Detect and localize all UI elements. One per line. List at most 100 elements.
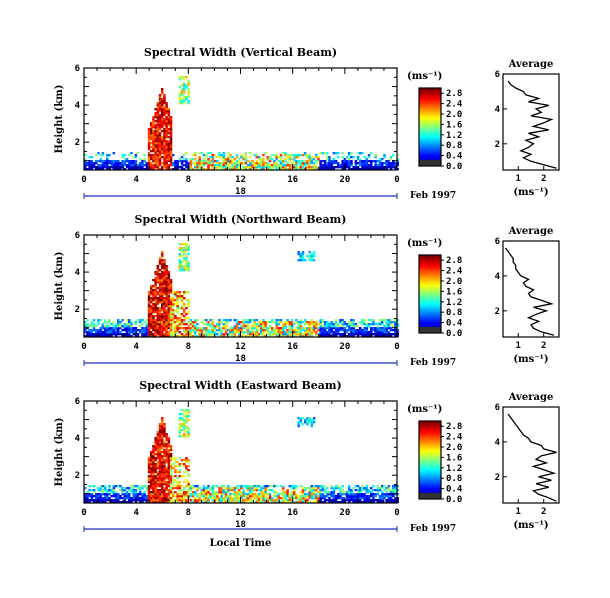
y-ticks [84, 67, 397, 162]
x-ticks [83, 68, 398, 170]
colorbar-segment [419, 430, 441, 434]
average-profile-line [507, 80, 557, 169]
y-ticks [84, 234, 397, 329]
colorbar-segment [419, 452, 441, 455]
heatmap-cells [84, 243, 399, 338]
average-panel: Average 2 4 6 1 2 (ms⁻¹) [495, 392, 560, 531]
x-tick-label: 20 [339, 342, 350, 352]
average-x-label: (ms⁻¹) [513, 520, 548, 531]
colorbar-segment [419, 95, 441, 99]
colorbar-frame [418, 420, 442, 500]
colorbar-tick-label: 0.0 [446, 329, 462, 339]
colorbar-tick-label: 1.6 [446, 287, 462, 297]
colorbar-unit: (ms⁻¹) [407, 71, 442, 82]
colorbar-segment [419, 491, 441, 494]
colorbar-segment [419, 311, 441, 314]
colorbar-segment [419, 266, 441, 270]
average-y-tick-label: 2 [495, 473, 500, 483]
colorbar-segment [419, 325, 441, 328]
colorbar-segment [419, 132, 441, 136]
colorbar: (ms⁻¹) 0.00.40.81.21.62.02.42.8 [407, 238, 463, 339]
colorbar-unit: (ms⁻¹) [407, 238, 442, 249]
colorbar-segment [419, 288, 441, 291]
colorbar-frame [418, 87, 442, 167]
colorbar-segment [419, 119, 441, 122]
colorbar-segment [419, 294, 441, 297]
x-tick-label: 8 [186, 508, 191, 518]
colorbar-segment [419, 97, 441, 101]
colorbar-segment [419, 426, 441, 430]
average-y-tick-label: 4 [495, 272, 501, 282]
colorbar-segment [419, 121, 441, 124]
colorbar-segment [419, 305, 441, 309]
colorbar-segment [419, 421, 441, 424]
average-y-tick-label: 6 [495, 70, 500, 80]
colorbar-segment [419, 454, 441, 457]
x-axis-label: Local Time [210, 538, 272, 549]
x-tick-label: 4 [133, 175, 139, 185]
colorbar-segment [419, 278, 441, 281]
colorbar-segment [419, 469, 441, 473]
average-y-tick-label: 6 [495, 237, 500, 247]
average-frame [502, 240, 560, 338]
colorbar-segment [419, 256, 441, 260]
colorbar-segment [419, 138, 441, 142]
panel-title: Spectral Width (Northward Beam) [135, 213, 347, 226]
x-ticks [83, 235, 398, 337]
colorbar-tick-label: 0.8 [446, 308, 462, 318]
colorbar-segment [419, 258, 441, 262]
y-tick-label: 2 [75, 138, 80, 148]
colorbar-segment [419, 460, 441, 463]
colorbar-segment [419, 154, 441, 157]
colorbar-segment [419, 282, 441, 285]
colorbar-segment [419, 286, 441, 289]
colorbar-segment [419, 448, 441, 451]
y-tick-label: 4 [75, 268, 81, 278]
colorbar-segment [419, 142, 441, 146]
y-tick-label: 6 [75, 397, 80, 407]
colorbar-segment [419, 319, 441, 322]
colorbar-segment [419, 89, 441, 93]
month-label: Feb 1997 [410, 524, 456, 534]
colorbar-segment [419, 113, 441, 116]
y-tick-label: 2 [75, 305, 80, 315]
average-x-label: (ms⁻¹) [513, 187, 548, 198]
colorbar-tick-label: 2.0 [446, 277, 462, 287]
colorbar-segment [419, 456, 441, 459]
x-tick-label: 20 [339, 508, 350, 518]
colorbar-floor [419, 493, 441, 499]
x-tick-label: 0 [81, 175, 86, 185]
colorbar-segment [419, 264, 441, 268]
colorbar-unit: (ms⁻¹) [407, 404, 442, 415]
colorbar-segment [419, 150, 441, 153]
colorbar-segment [419, 99, 441, 103]
colorbar-tick-label: 2.4 [446, 433, 463, 443]
colorbar-frame [418, 254, 442, 334]
heatmap-cells [84, 76, 399, 171]
panel-1: Spectral Width (Northward Beam) Height (k… [54, 213, 560, 368]
average-y-tick-label: 6 [495, 403, 500, 413]
y-tick-label: 4 [75, 101, 81, 111]
colorbar-segment [419, 91, 441, 95]
colorbar-segment [419, 489, 441, 492]
average-profile-line [507, 413, 557, 502]
average-x-tick-label: 1 [516, 341, 521, 351]
colorbar-tick-label: 0.0 [446, 162, 462, 172]
colorbar-segment [419, 105, 441, 108]
colorbar-segment [419, 148, 441, 151]
average-panel: Average 2 4 6 1 2 (ms⁻¹) [495, 59, 560, 198]
x-tick-label: 0 [394, 342, 399, 352]
colorbar-segment [419, 93, 441, 97]
colorbar-tick-label: 2.0 [446, 443, 462, 453]
colorbar-tick-label: 0.8 [446, 474, 462, 484]
average-y-tick-label: 4 [495, 438, 501, 448]
colorbar: (ms⁻¹) 0.00.40.81.21.62.02.42.8 [407, 404, 463, 505]
colorbar-segment [419, 487, 441, 490]
colorbar-segment [419, 295, 441, 299]
y-ticks [84, 400, 397, 495]
colorbar-floor [419, 327, 441, 333]
y-axis-label: Height (km) [54, 252, 65, 321]
colorbar-segment [419, 280, 441, 283]
y-axis-label: Height (km) [54, 418, 65, 487]
average-frame [502, 73, 560, 171]
